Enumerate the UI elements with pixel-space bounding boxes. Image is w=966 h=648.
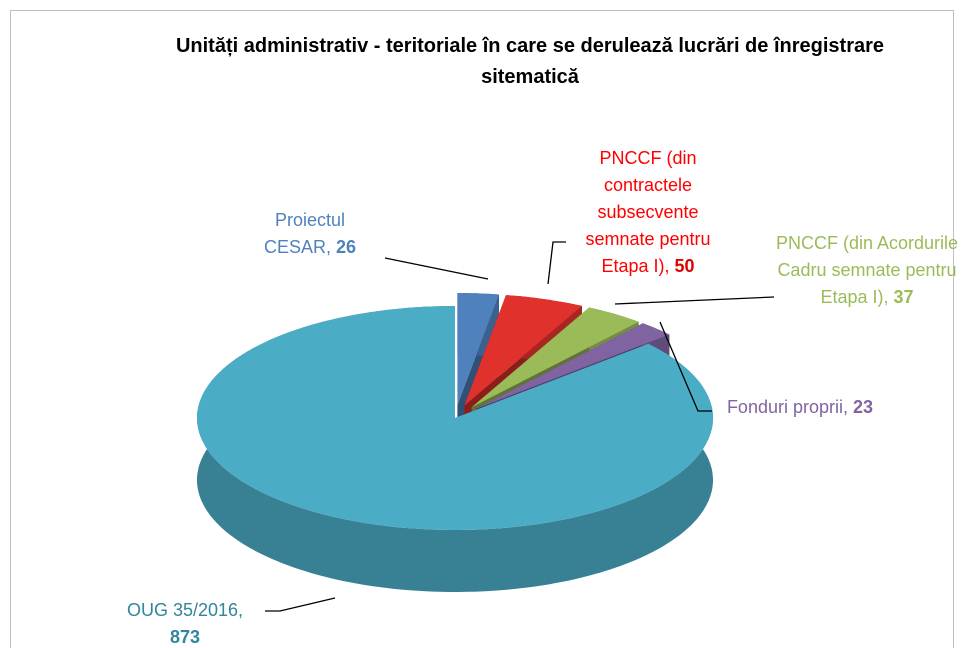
- label-value: 50: [674, 256, 695, 276]
- leader-line: [614, 296, 775, 305]
- pie-slice: [197, 306, 713, 530]
- label-name: OUG 35/2016,: [126, 600, 244, 620]
- label-name: PNCCF (din contractele subsecvente semna…: [585, 148, 711, 276]
- chart-frame: [10, 10, 954, 648]
- label-value: 23: [853, 397, 874, 417]
- label-value: 37: [893, 287, 914, 307]
- label-name: Proiectul CESAR,: [263, 210, 346, 257]
- pie-slice: [457, 293, 499, 405]
- label-name: Fonduri proprii,: [726, 397, 848, 417]
- data-label: Fonduri proprii, 23: [720, 394, 880, 421]
- data-label: PNCCF (din contractele subsecvente semna…: [563, 145, 733, 280]
- data-label: OUG 35/2016, 873: [120, 597, 250, 648]
- data-label: Proiectul CESAR, 26: [245, 207, 375, 261]
- label-value: 873: [169, 627, 201, 647]
- leader-line: [265, 597, 336, 612]
- pie-slice: [471, 307, 639, 408]
- leader-line: [384, 257, 489, 280]
- data-label: PNCCF (din Acordurile Cadru semnate pent…: [772, 230, 962, 311]
- leader-line: [659, 321, 712, 412]
- label-name: PNCCF (din Acordurile Cadru semnate pent…: [775, 233, 959, 307]
- leader-line: [547, 241, 566, 285]
- chart-title: Unități administrativ - teritoriale în c…: [175, 35, 885, 88]
- label-value: 26: [336, 237, 357, 257]
- pie-slice: [476, 323, 670, 409]
- pie-slice: [464, 295, 582, 406]
